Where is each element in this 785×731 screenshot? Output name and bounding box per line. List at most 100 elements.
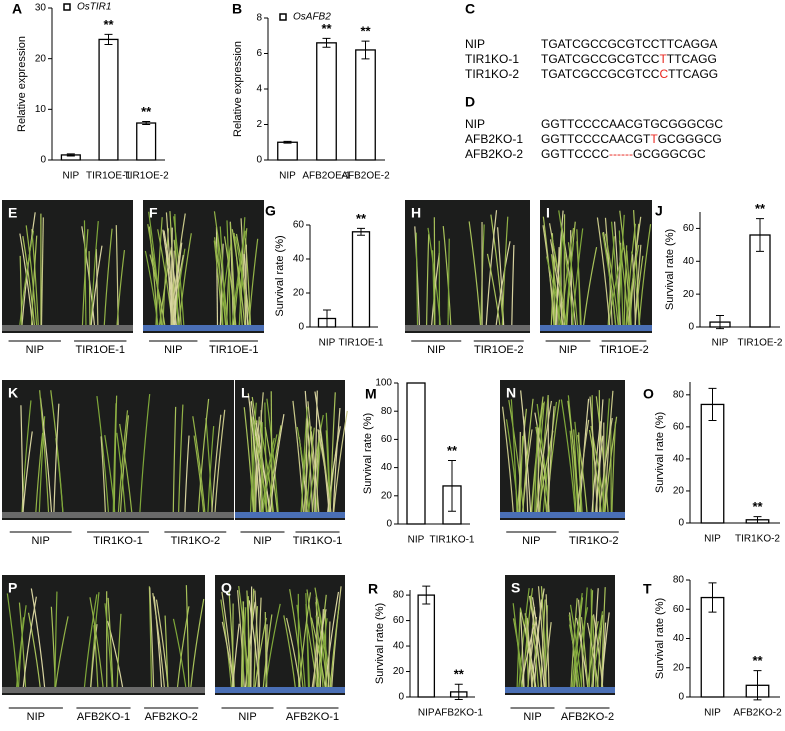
- error-bar: [66, 153, 75, 157]
- x-tick-label: AFB2OE-1: [302, 171, 351, 182]
- y-tick-label: 0: [256, 155, 262, 166]
- y-tick-label: 80: [673, 575, 685, 586]
- plant-leaf: [518, 588, 530, 688]
- plant-leaf: [537, 427, 540, 513]
- plant-leaf: [560, 399, 576, 513]
- group-label: TIR1OE-2: [474, 344, 524, 356]
- sequence: TGATCGCCGCGTCCCTTCAGG: [541, 67, 718, 81]
- error-bar: [422, 585, 431, 605]
- significance: **: [360, 24, 371, 39]
- pot-strip: [500, 512, 625, 518]
- plant-leaf: [317, 429, 332, 513]
- plant-leaf: [306, 427, 315, 513]
- x-tick-label: AFB2KO-1: [435, 708, 484, 719]
- plant-leaf: [611, 421, 617, 513]
- x-tick-label: NIP: [704, 708, 721, 719]
- plant-leaf: [90, 220, 99, 326]
- plant-leaf: [231, 235, 245, 326]
- bar: [136, 122, 157, 161]
- plant-leaf: [266, 398, 279, 513]
- group-label: TIR1KO-2: [569, 535, 619, 547]
- group-label: NIP: [27, 711, 45, 723]
- x-tick-label: NIP: [279, 171, 296, 182]
- plant-leaf: [95, 249, 99, 326]
- plant-leaf: [315, 615, 324, 688]
- plant-leaf: [547, 406, 555, 513]
- plant-leaf: [81, 229, 89, 326]
- plant-leaf: [30, 588, 46, 688]
- y-axis-label: Survival rate (%): [374, 603, 386, 684]
- plant-leaf: [269, 414, 285, 513]
- plant-leaf: [520, 390, 532, 513]
- plant-leaf: [214, 409, 226, 513]
- plant-leaf: [103, 228, 113, 326]
- bar: [700, 403, 725, 524]
- plant-leaf: [310, 617, 326, 688]
- plant-leaf: [537, 586, 546, 688]
- panel-label: F: [149, 205, 158, 221]
- plant-leaf: [83, 594, 98, 688]
- plant-leaf: [522, 398, 534, 513]
- group-label: TIR1KO-1: [293, 535, 343, 547]
- bar: [355, 49, 376, 161]
- plant-leaf: [249, 402, 257, 513]
- y-tick-label: 20: [683, 289, 695, 300]
- sequence-name: NIP: [465, 117, 485, 131]
- plant-leaf: [316, 598, 332, 688]
- plant-leaf: [267, 425, 282, 513]
- group-label: AFB2KO-2: [145, 711, 198, 723]
- plant-leaf: [508, 399, 525, 513]
- group-label: NIP: [427, 344, 445, 356]
- group-label: AFB2KO-1: [77, 711, 130, 723]
- sequence-part: GCGGGCGC: [633, 147, 706, 161]
- plant-leaf: [631, 254, 637, 326]
- pot-strip: [215, 687, 345, 693]
- plant-leaf: [523, 624, 537, 688]
- x-tick-label: NIP: [704, 534, 721, 545]
- y-tick-label: 20: [293, 288, 305, 299]
- plant-leaf: [20, 405, 24, 513]
- y-tick-label: 8: [256, 13, 262, 24]
- x-tick-label: NIP: [408, 535, 425, 546]
- pot-strip: [2, 325, 133, 331]
- plant-leaf: [211, 414, 222, 513]
- sequence: GGTTCCCCAACGTTGCGGGCG: [541, 132, 722, 146]
- plant-leaf: [568, 614, 579, 688]
- plant-leaf: [292, 400, 304, 513]
- bar: [351, 231, 371, 328]
- plant-leaf: [592, 614, 604, 688]
- y-tick-label: 0: [688, 322, 694, 333]
- y-tick-label: 40: [381, 462, 393, 473]
- plant-leaf: [236, 590, 245, 688]
- bar: [316, 42, 337, 161]
- plant-leaf: [604, 233, 619, 326]
- group-label: NIP: [164, 344, 182, 356]
- plant-leaf: [254, 435, 268, 513]
- plant-leaf: [315, 602, 328, 688]
- plant-leaf: [89, 597, 104, 688]
- plant-leaf: [22, 596, 37, 688]
- plant-leaf: [283, 615, 296, 688]
- plant-leaf: [550, 255, 556, 326]
- error-bar: [753, 516, 762, 524]
- pot-strip: [405, 325, 530, 331]
- plant-leaf: [595, 435, 604, 513]
- group-label: AFB2KO-1: [286, 711, 339, 723]
- plant-leaf: [304, 390, 314, 513]
- plant-leaf: [244, 244, 248, 326]
- y-tick-label: 0: [678, 692, 684, 703]
- group-label: TIR1OE-2: [599, 344, 649, 356]
- error-bar: [454, 683, 463, 701]
- plant-leaf: [305, 418, 308, 513]
- plant-leaf: [319, 609, 324, 688]
- plant-leaf: [185, 585, 190, 688]
- sequence-name: NIP: [465, 37, 485, 51]
- pot-strip: [235, 512, 345, 518]
- y-tick-label: 80: [381, 406, 393, 417]
- panel-label: K: [8, 385, 18, 401]
- group-label: TIR1KO-2: [171, 535, 221, 547]
- sequence-part: TTCAGG: [667, 52, 717, 66]
- group-label: TIR1KO-1: [93, 535, 143, 547]
- error-bar: [708, 582, 717, 613]
- plant-leaf: [414, 226, 421, 326]
